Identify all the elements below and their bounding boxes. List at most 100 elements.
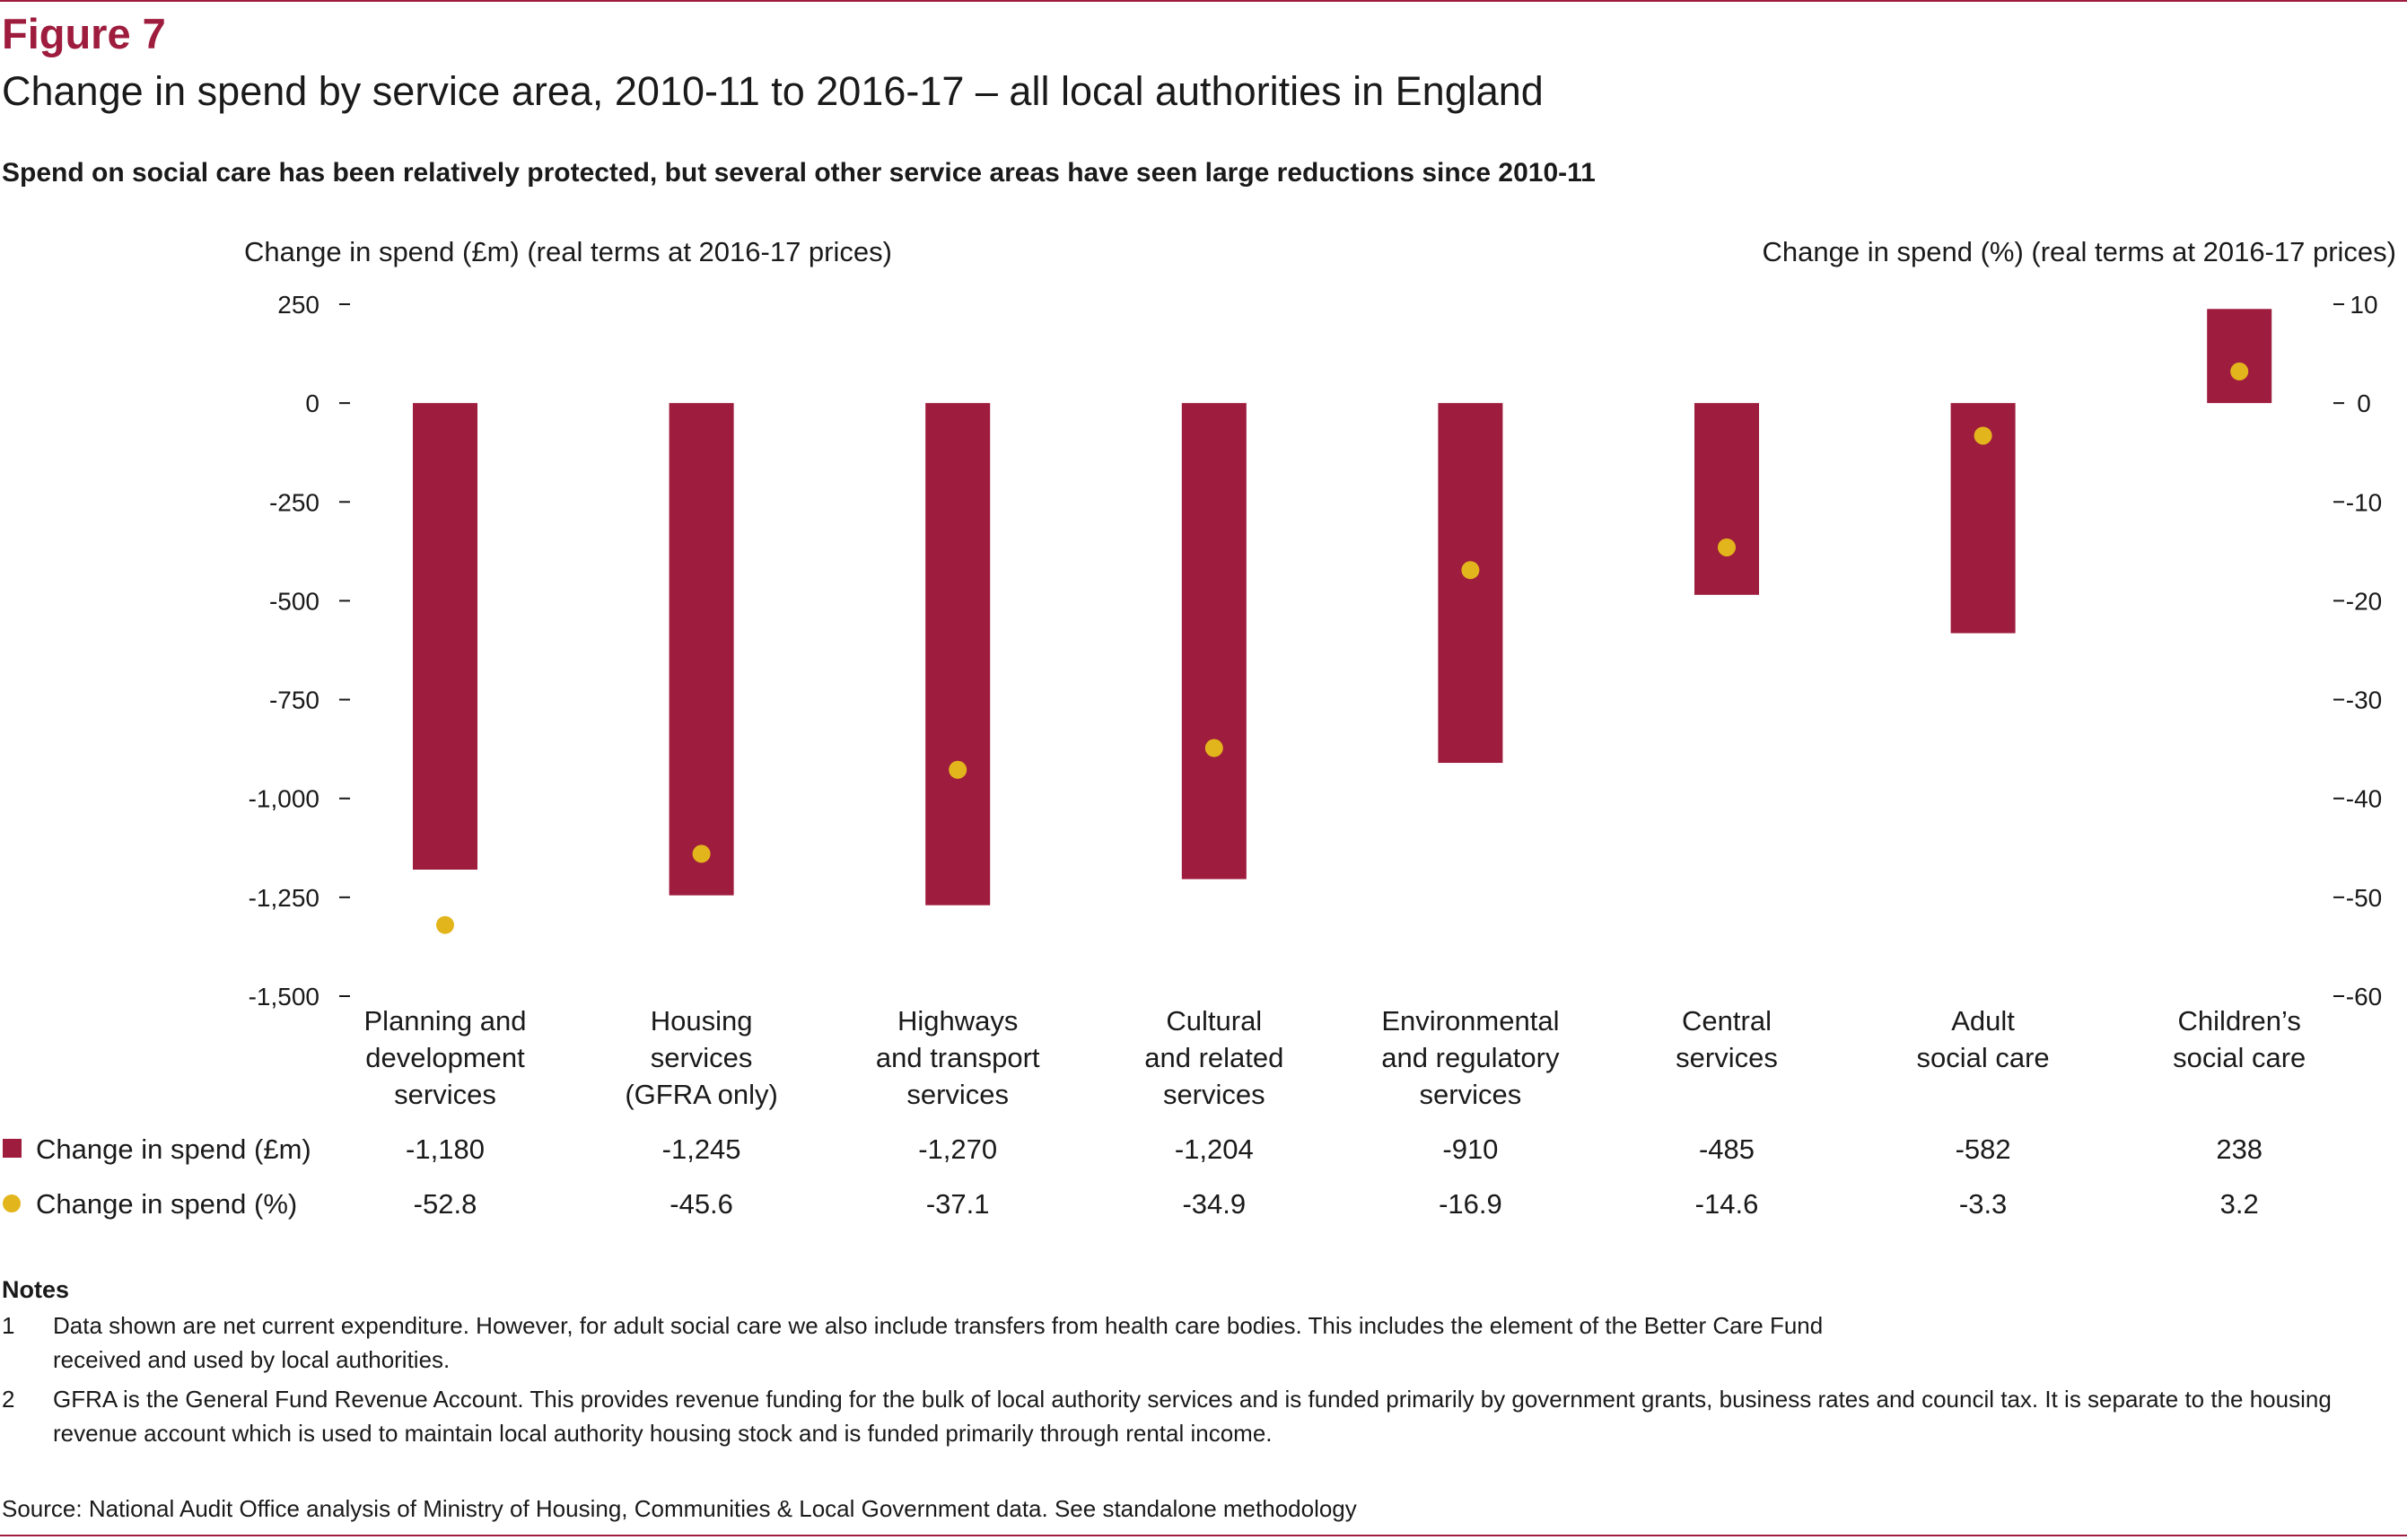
note-1-text: Data shown are net current expenditure. … bbox=[53, 1312, 1824, 1373]
dot-point bbox=[949, 760, 967, 779]
y-right-tick-label: 10 bbox=[2350, 291, 2377, 319]
bar-value-label: -1,270 bbox=[918, 1133, 997, 1165]
y-axis-right-label: Change in spend (%) (real terms at 2016-… bbox=[1763, 236, 2396, 267]
top-rule bbox=[0, 0, 2407, 2]
category-label: Children’s social care bbox=[2173, 1005, 2306, 1073]
bar bbox=[925, 403, 991, 906]
y-left-tick-label: -250 bbox=[269, 488, 319, 516]
category-label-line: and regulatory bbox=[1381, 1042, 1560, 1073]
category-label-line: Central bbox=[1682, 1005, 1772, 1037]
category-label-line: Planning and bbox=[364, 1005, 527, 1037]
category-label-line: (GFRA only) bbox=[625, 1079, 778, 1110]
category-label: Environmental and regulatory services bbox=[1381, 1005, 1560, 1110]
bar bbox=[669, 403, 734, 896]
y-left-tick-label: -1,250 bbox=[249, 884, 319, 912]
dot-point bbox=[692, 844, 711, 863]
bar bbox=[1181, 403, 1247, 879]
category-label-line: Children’s bbox=[2178, 1005, 2301, 1037]
dot-value-label: -34.9 bbox=[1182, 1188, 1246, 1220]
category-label-line: Highways bbox=[897, 1005, 1018, 1037]
category-label: Housing services (GFRA only) bbox=[625, 1005, 778, 1110]
y-right-tick-label: -50 bbox=[2346, 884, 2382, 912]
dot-value-label: -45.6 bbox=[670, 1188, 733, 1220]
notes-heading: Notes bbox=[2, 1276, 70, 1303]
bar bbox=[413, 403, 477, 871]
note-2-number: 2 bbox=[2, 1386, 15, 1413]
y-left-tick-label: 250 bbox=[277, 291, 319, 319]
legend-dot-label: Change in spend (%) bbox=[36, 1188, 297, 1220]
dots bbox=[436, 362, 2249, 934]
category-label-line: services bbox=[1676, 1042, 1778, 1073]
category-label-line: Cultural bbox=[1166, 1005, 1262, 1037]
y-right-tick-label: -60 bbox=[2346, 983, 2382, 1011]
y-right-tick-label: -10 bbox=[2346, 488, 2382, 516]
dot-point bbox=[2230, 362, 2249, 381]
legend-dot-swatch bbox=[3, 1194, 21, 1212]
figure-label: Figure 7 bbox=[2, 10, 166, 57]
category-label-line: Adult bbox=[1951, 1005, 2015, 1037]
category-label-line: services bbox=[1420, 1079, 1522, 1110]
bar bbox=[2207, 309, 2272, 404]
category-label-line: services bbox=[651, 1042, 753, 1073]
notes: Notes 1 Data shown are net current expen… bbox=[2, 1273, 2398, 1456]
note-2-text: GFRA is the General Fund Revenue Account… bbox=[53, 1386, 2332, 1447]
figure-subtitle: Spend on social care has been relatively… bbox=[2, 158, 1596, 188]
dot-value-label: -3.3 bbox=[1959, 1188, 2007, 1220]
y-left-tick-label: -1,000 bbox=[249, 785, 319, 813]
bar bbox=[1438, 403, 1503, 764]
y-left-tick-label: -1,500 bbox=[249, 983, 319, 1011]
source-note: Source: National Audit Office analysis o… bbox=[2, 1495, 1357, 1522]
dot-point bbox=[1204, 739, 1223, 757]
chart: Change in spend (£m) (real terms at 2016… bbox=[3, 236, 2396, 1220]
bar bbox=[1694, 403, 1759, 595]
bottom-rule bbox=[0, 1535, 2407, 1536]
category-label-line: Environmental bbox=[1381, 1005, 1559, 1037]
category-label-line: services bbox=[906, 1079, 1009, 1110]
dot-value-label: -16.9 bbox=[1439, 1188, 1502, 1220]
category-label-line: social care bbox=[2173, 1042, 2306, 1073]
bar-value-label: 238 bbox=[2216, 1133, 2263, 1165]
category-label-line: and related bbox=[1144, 1042, 1283, 1073]
legend-table: Change in spend (£m) Change in spend (%) -… bbox=[3, 1133, 2263, 1220]
dot-value-label: 3.2 bbox=[2220, 1188, 2259, 1220]
legend-bar-label: Change in spend (£m) bbox=[36, 1133, 311, 1165]
category-label-line: Housing bbox=[651, 1005, 753, 1037]
y-right-tick-label: -40 bbox=[2346, 785, 2382, 813]
category-label: Planning and development services bbox=[364, 1005, 527, 1110]
bar-value-label: -1,245 bbox=[662, 1133, 741, 1165]
note-1-number: 1 bbox=[2, 1312, 15, 1339]
note-1: 1 Data shown are net current expenditure… bbox=[2, 1308, 2398, 1377]
category-label-line: development bbox=[365, 1042, 525, 1073]
dot-value-label: -37.1 bbox=[926, 1188, 990, 1220]
bars bbox=[413, 309, 2272, 906]
bar-value-label: -582 bbox=[1956, 1133, 2011, 1165]
y-left-tick-label: -750 bbox=[269, 687, 319, 714]
dot-value-label: -14.6 bbox=[1695, 1188, 1759, 1220]
y-right-tick-label: -30 bbox=[2346, 687, 2382, 714]
dot-point bbox=[436, 915, 454, 934]
dot-value-label: -52.8 bbox=[414, 1188, 477, 1220]
y-right-tick-label: 0 bbox=[2357, 389, 2371, 417]
dot-point bbox=[1974, 426, 1992, 445]
dot-point bbox=[1718, 538, 1736, 556]
category-labels: Planning and development services Housing se… bbox=[364, 1005, 2306, 1110]
bar-value-label: -485 bbox=[1699, 1133, 1755, 1165]
legend-bar-swatch bbox=[3, 1139, 22, 1158]
bar-value-label: -1,204 bbox=[1175, 1133, 1254, 1165]
bar-value-label: -1,180 bbox=[406, 1133, 485, 1165]
figure-title: Change in spend by service area, 2010-11… bbox=[2, 68, 1544, 114]
note-2: 2 GFRA is the General Fund Revenue Accou… bbox=[2, 1382, 2398, 1450]
bar-value-label: -910 bbox=[1442, 1133, 1498, 1165]
category-label: Cultural and related services bbox=[1144, 1005, 1283, 1110]
dot-point bbox=[1461, 561, 1480, 580]
y-left-tick-label: 0 bbox=[305, 389, 319, 417]
y-right-tick-label: -20 bbox=[2346, 587, 2382, 615]
category-label-line: and transport bbox=[876, 1042, 1040, 1073]
y-axis-left-label: Change in spend (£m) (real terms at 2016… bbox=[244, 236, 892, 267]
category-label-line: social care bbox=[1917, 1042, 2050, 1073]
axes: 250 0 -250 -500 -750 -1,000 -1,250 -1,500 10 0 -10… bbox=[249, 291, 2383, 1011]
category-label: Highways and transport services bbox=[876, 1005, 1040, 1110]
category-label-line: services bbox=[1163, 1079, 1265, 1110]
category-label: Central services bbox=[1676, 1005, 1778, 1073]
category-label: Adult social care bbox=[1917, 1005, 2050, 1073]
